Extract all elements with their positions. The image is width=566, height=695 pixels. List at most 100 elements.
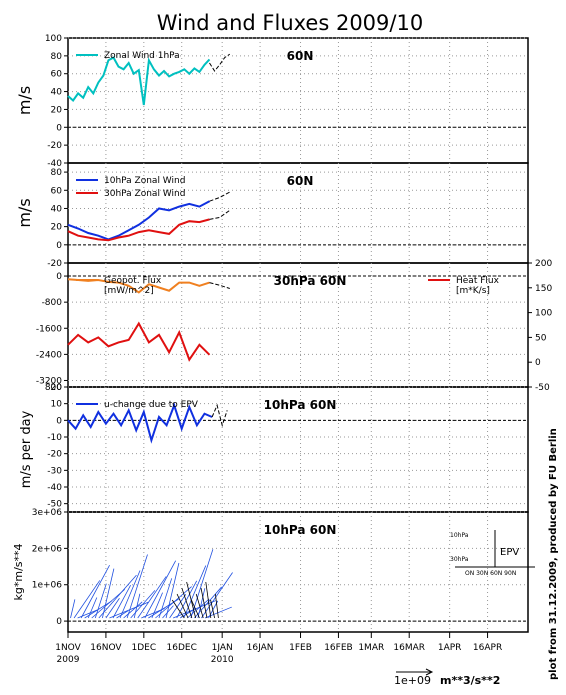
y-tick-label: 0	[56, 123, 62, 133]
x-tick-label: 16NOV	[90, 643, 122, 653]
y-tick-label: -40	[47, 159, 62, 169]
series-line	[67, 218, 210, 242]
x-tick-label: 16MAR	[393, 643, 425, 653]
epv-arrow	[77, 609, 98, 619]
y-tick-label: 0	[56, 416, 62, 426]
legend-label: 10hPa Zonal Wind	[104, 176, 185, 186]
arrow-scale-head	[425, 668, 434, 676]
x-tick-label: 1FEB	[289, 643, 312, 653]
panel-frame	[67, 511, 529, 633]
legend-label: Geopot. Flux	[104, 276, 162, 286]
epv-arrow	[80, 564, 110, 619]
panel-zonal-wind-1hpa: 100 80 60 40 20 0 -20 -40 m/s 60N Zonal Wind 1hPa	[15, 34, 529, 169]
epv-arrow	[130, 590, 156, 619]
epv-arrow-forecast	[176, 593, 189, 619]
arrow-scale-unit: m**3/s**2	[440, 674, 500, 687]
legend-label: Zonal Wind 1hPa	[104, 51, 180, 61]
y-tick-label: 0	[56, 241, 62, 251]
x-axis-labels: 1NOV 16NOV 1DEC 16DEC 1JAN 16JAN 1FEB 16FEB 1MAR…	[55, 632, 502, 665]
epv-arrow	[201, 572, 233, 619]
x-tick-label: 16JAN	[247, 643, 274, 653]
series-line	[67, 200, 210, 241]
epv-arrow	[144, 560, 177, 619]
epv-arrow-forecast	[195, 593, 204, 619]
y-tick-label: -10	[47, 433, 62, 443]
y-tick-label: 40	[51, 204, 63, 214]
y-tick-label: 80	[51, 52, 63, 62]
x-tick-label: 16DEC	[167, 643, 197, 653]
panel-label: 60N	[287, 49, 314, 63]
epv-arrow	[94, 583, 107, 619]
epv-arrow	[133, 593, 141, 619]
panel-label: 30hPa 60N	[274, 274, 347, 288]
epv-legend-title: EPV	[500, 547, 519, 558]
y-axis-label: m/s per day	[19, 410, 34, 488]
y-tick-label: 800	[45, 383, 62, 393]
y-tick-label: -3200	[36, 376, 62, 386]
x-year-label: 2010	[211, 655, 234, 665]
panel-u-change-epv: 20 10 0 -10 -20 -30 -40 -50 800 m/s per day 10hPa …	[19, 383, 529, 513]
forecast-line	[209, 209, 231, 220]
panel-label: 10hPa 60N	[264, 398, 337, 412]
epv-arrow	[183, 565, 207, 619]
y-tick-label: -20	[47, 259, 62, 269]
epv-arrow	[123, 601, 143, 619]
epv-arrow	[105, 597, 120, 619]
panel-label: 10hPa 60N	[264, 523, 337, 537]
forecast-line	[209, 53, 231, 72]
epv-arrow	[197, 588, 206, 619]
legend-label: u-change due to EPV	[104, 400, 199, 410]
panel-epv-flux-arrows: 3e+06 2e+06 1e+06 0 kg*m/s**4 10hPa 60N EPV 10h…	[12, 508, 535, 633]
epv-arrow	[73, 580, 101, 619]
series-line	[67, 402, 213, 444]
y-tick-label: -30	[47, 466, 62, 476]
y-tick-label: 20	[51, 105, 63, 115]
arrow-scale-label: 1e+09	[394, 674, 431, 687]
epv-arrow	[116, 610, 129, 619]
y-tick-label: 80	[51, 168, 63, 178]
y-tick-label: 1e+06	[32, 581, 63, 591]
epv-arrow-forecast	[200, 587, 208, 619]
y-tick-label-right: 50	[535, 333, 547, 343]
epv-legend-xlabel: ON 30N 60N 90N	[465, 570, 516, 577]
y-tick-label-right: 100	[535, 309, 552, 319]
y-tick-label: 0	[56, 272, 62, 282]
x-tick-label: 1NOV	[55, 643, 81, 653]
epv-arrow	[169, 594, 187, 619]
y-tick-label: -50	[47, 500, 62, 510]
y-tick-label: 3e+06	[32, 508, 63, 518]
x-year-label: 2009	[57, 655, 80, 665]
y-tick-label: 0	[56, 617, 62, 627]
series-line	[67, 56, 211, 106]
y-tick-label: -1600	[36, 324, 62, 334]
epv-arrow	[119, 570, 141, 619]
y-axis-label: kg*m/s**4	[12, 543, 25, 600]
y-tick-label-right: 0	[535, 358, 541, 368]
x-tick-label: 16APR	[473, 643, 502, 653]
panel-zonal-wind-10-30hpa: 80 60 40 20 0 -20 m/s 60N 10hPa Zonal Wind 30hPa …	[15, 162, 529, 269]
figure-title: Wind and Fluxes 2009/10	[157, 11, 423, 35]
y-tick-label: -20	[47, 141, 62, 151]
y-tick-label-right: 200	[535, 259, 552, 269]
legend-unit: [m*K/s]	[456, 286, 490, 296]
y-tick-label: 100	[45, 34, 62, 44]
x-tick-label: 1APR	[438, 643, 462, 653]
x-tick-label: 1DEC	[132, 643, 157, 653]
epv-arrow-forecast	[214, 593, 219, 619]
panel-label: 60N	[287, 174, 314, 188]
epv-legend-ylabel: 30hPa	[450, 556, 469, 563]
y-axis-label: m/s	[15, 86, 34, 115]
y-tick-label: 20	[51, 383, 63, 393]
y-axis-label: m/s	[15, 198, 34, 227]
x-tick-label: 1MAR	[358, 643, 384, 653]
epv-arrow	[126, 554, 148, 619]
x-tick-label: 16FEB	[324, 643, 353, 653]
y-tick-label: 40	[51, 88, 63, 98]
epv-arrow	[165, 562, 180, 619]
forecast-line	[211, 403, 228, 428]
forecast-line	[209, 191, 231, 202]
y-tick-label: -2400	[36, 350, 62, 360]
epv-arrow-forecast	[210, 599, 215, 619]
epv-arrow-forecast	[181, 587, 193, 619]
